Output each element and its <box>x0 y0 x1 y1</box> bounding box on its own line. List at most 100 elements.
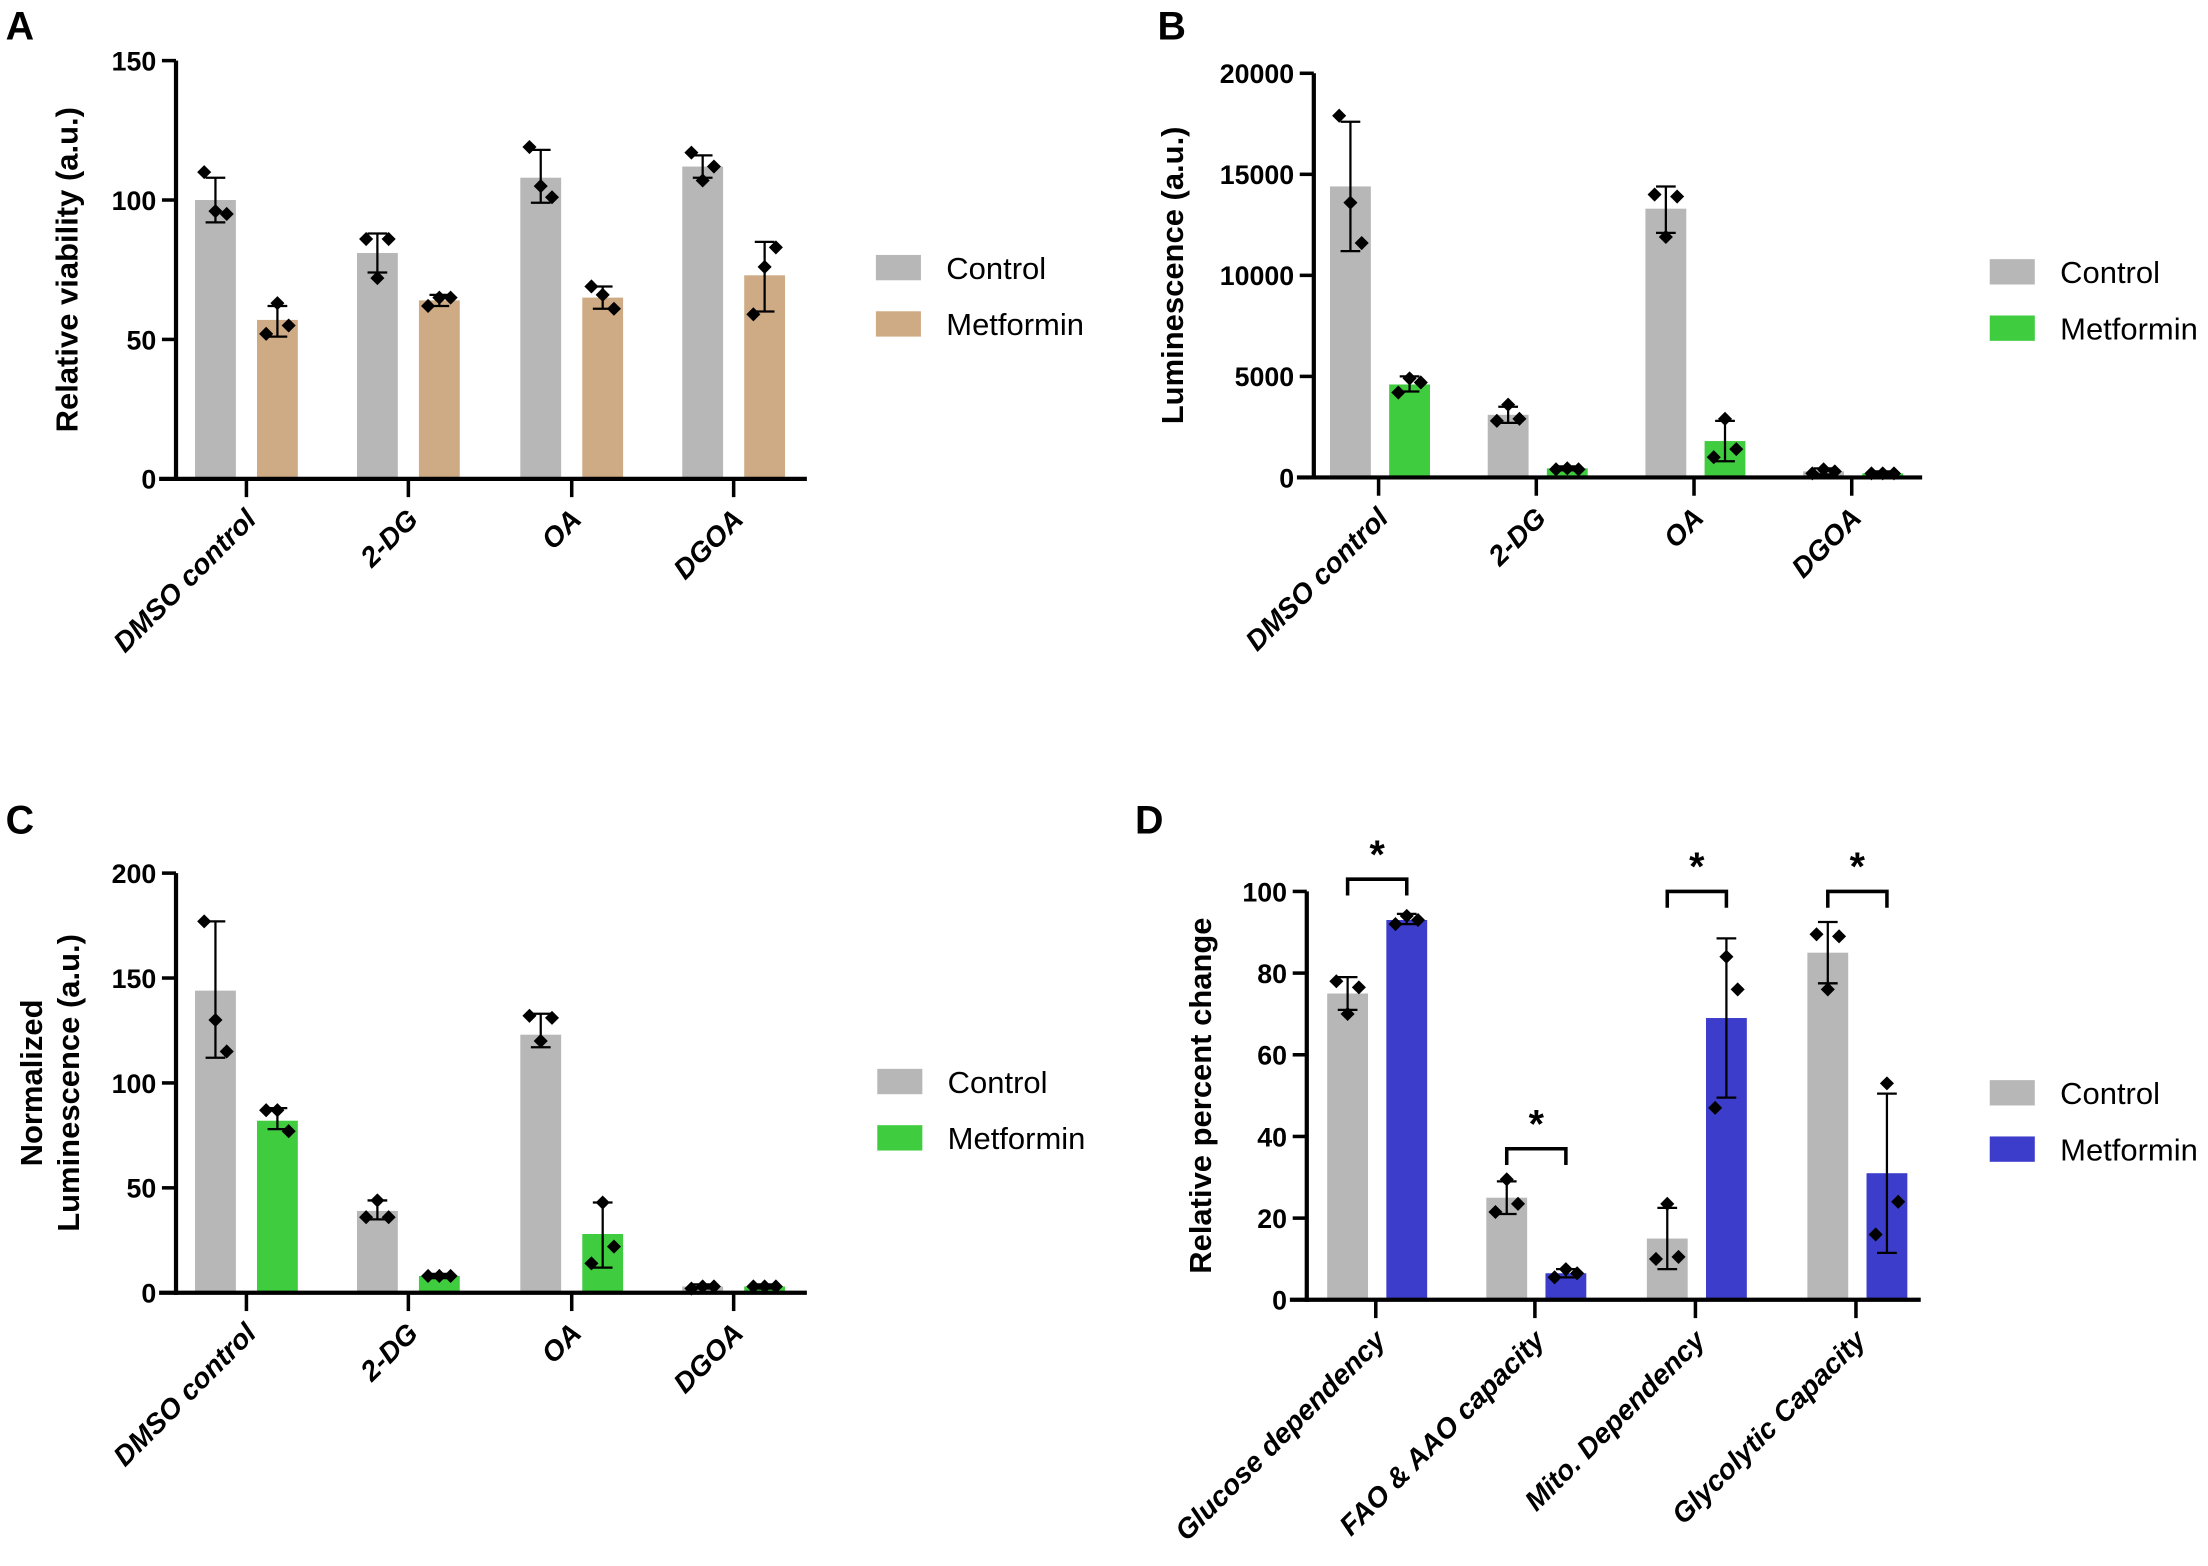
bar-control <box>520 1034 562 1293</box>
legend-swatch-control <box>875 254 921 281</box>
bar-metformin <box>256 319 298 479</box>
data-point <box>370 271 385 286</box>
legend-label-metformin: Metformin <box>2060 1132 2198 1167</box>
legend-label-metformin: Metformin <box>2060 311 2198 346</box>
significance-star: * <box>1529 1102 1545 1146</box>
data-point <box>522 140 537 155</box>
data-point <box>746 307 761 322</box>
data-point <box>270 1103 285 1118</box>
data-point <box>768 240 783 255</box>
x-tick-label: DMSO control <box>107 1317 262 1472</box>
legend-label-metformin: Metformin <box>946 307 1084 342</box>
data-point <box>584 1256 599 1271</box>
y-tick-label: 20 <box>1257 1204 1287 1234</box>
significance-star: * <box>1689 845 1705 889</box>
bar-control <box>1807 952 1849 1300</box>
y-tick-label: 5000 <box>1235 362 1295 392</box>
bar-control <box>356 252 398 479</box>
data-point <box>432 290 447 305</box>
x-tick-label: OA <box>1658 502 1710 554</box>
bar-control <box>682 166 724 479</box>
x-tick-label: DGOA <box>668 503 750 585</box>
x-tick-label: 2-DG <box>354 1317 424 1387</box>
data-point <box>359 232 374 247</box>
bar-metformin <box>256 1120 298 1293</box>
data-point <box>1816 462 1831 477</box>
data-point <box>281 318 296 333</box>
data-point <box>1730 982 1745 997</box>
y-axis-label: Luminescence (a.u.) <box>51 934 86 1232</box>
data-point <box>1488 1204 1503 1220</box>
data-point <box>544 190 560 205</box>
data-point <box>1879 1076 1894 1091</box>
panel-letter: D <box>1135 799 1163 843</box>
data-point <box>1670 189 1685 204</box>
bar-control <box>195 200 236 479</box>
significance-bracket <box>1504 1146 1568 1166</box>
data-point <box>522 1008 537 1023</box>
data-point <box>1501 397 1516 412</box>
x-tick-label: DMSO control <box>107 503 262 658</box>
data-point <box>1413 375 1428 390</box>
y-tick-label: 20000 <box>1220 59 1294 89</box>
data-point <box>370 1193 385 1208</box>
y-tick-label: 0 <box>141 465 156 495</box>
x-tick-label: DMSO control <box>1239 501 1394 656</box>
y-tick-label: 100 <box>1242 877 1287 907</box>
y-tick-label: 100 <box>112 186 157 216</box>
bar-metformin <box>582 297 624 479</box>
data-point <box>1717 411 1733 426</box>
legend-label-control: Control <box>948 1065 1048 1100</box>
y-tick-label: 50 <box>127 1174 157 1204</box>
data-point <box>1571 462 1586 477</box>
y-axis-label: Relative viability (a.u.) <box>49 107 84 432</box>
y-tick-label: 15000 <box>1220 160 1294 190</box>
legend-swatch-control <box>1989 1080 2035 1106</box>
panel-letter: B <box>1158 4 1186 48</box>
data-point <box>1499 1172 1514 1187</box>
bar-control <box>1645 208 1687 478</box>
x-tick-label: 2-DG <box>1482 502 1552 572</box>
bar-control <box>1327 993 1369 1300</box>
y-tick-label: 100 <box>112 1069 157 1099</box>
data-point <box>197 165 212 180</box>
data-point <box>1827 464 1842 479</box>
data-point <box>1489 413 1504 428</box>
data-point <box>421 298 436 314</box>
data-point <box>595 1195 610 1210</box>
data-point <box>1410 912 1426 928</box>
data-point <box>1809 927 1824 942</box>
panel-C: C 0 50 100 150 200 DMSO control 2-DG OA DGOA Norma… <box>6 799 1086 1472</box>
x-tick-label: DGOA <box>1786 502 1868 584</box>
bar-metformin <box>418 300 460 479</box>
data-point <box>584 279 599 294</box>
data-point <box>1706 450 1721 465</box>
legend-label-control: Control <box>946 251 1046 286</box>
data-point <box>1719 949 1734 964</box>
data-point <box>1647 187 1662 202</box>
data-point <box>1832 929 1847 944</box>
legend-swatch-metformin <box>1989 315 2035 341</box>
bar-metformin <box>1389 384 1430 478</box>
data-point <box>1402 371 1417 386</box>
data-point <box>1399 908 1414 923</box>
y-tick-label: 50 <box>127 325 157 355</box>
data-point <box>1729 442 1744 457</box>
data-point <box>1708 1100 1723 1115</box>
data-point <box>1332 108 1347 123</box>
bar-control <box>356 1210 398 1293</box>
y-tick-label: 200 <box>112 859 157 889</box>
x-tick-label: DGOA <box>668 1317 750 1399</box>
x-tick-label: 2-DG <box>354 503 424 573</box>
data-point <box>381 232 396 247</box>
significance-star: * <box>1370 833 1386 877</box>
data-point <box>359 1210 374 1225</box>
x-tick-label: OA <box>535 1317 587 1369</box>
y-tick-label: 60 <box>1257 1041 1287 1071</box>
panel-A: A 0 50 100 150 DMSO control 2-DG OA DGOA Relative… <box>6 4 1084 658</box>
significance-bracket <box>1826 889 1889 908</box>
legend-label-control: Control <box>2060 255 2160 290</box>
legend-swatch-metformin <box>877 1125 923 1151</box>
data-point <box>197 914 212 929</box>
